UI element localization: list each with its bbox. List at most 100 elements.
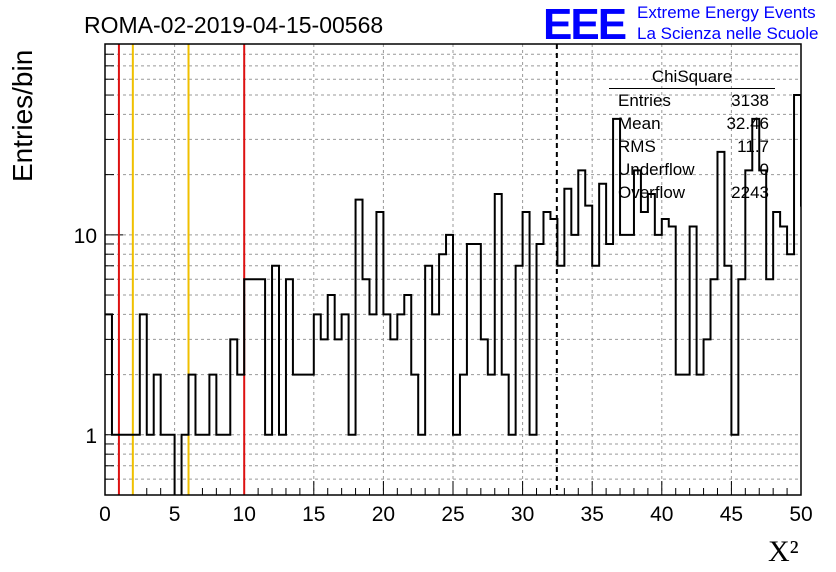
histogram-bin (690, 227, 697, 495)
histogram-bin (669, 227, 676, 495)
histogram-bin (230, 339, 237, 495)
histogram-bin (168, 435, 175, 495)
histogram-bin (481, 339, 488, 495)
histogram-bin (509, 435, 516, 495)
histogram-bin (390, 339, 397, 495)
x-tick-label: 40 (650, 503, 673, 526)
histogram-bin (787, 254, 794, 495)
histogram-outline (105, 94, 801, 495)
histogram-bin (321, 339, 328, 495)
x-tick-label: 20 (372, 503, 395, 526)
stats-box: ChiSquare Entries 3138 Mean 32.46 RMS 11… (609, 67, 775, 206)
histogram-bin (223, 435, 230, 495)
histogram-bin (356, 200, 363, 495)
stats-label: Overflow (618, 183, 686, 202)
histogram-bin (342, 314, 349, 495)
histogram-bin (759, 170, 766, 495)
histogram-bin (495, 194, 502, 495)
histogram-bin (627, 235, 634, 495)
histogram-bin (738, 279, 745, 495)
histogram-bin (411, 375, 418, 495)
histogram-bin (112, 435, 119, 495)
stats-row-entries: Entries 3138 (609, 91, 775, 114)
histogram-bin (488, 375, 495, 495)
histogram-bin (801, 206, 808, 495)
histogram-bin (697, 375, 704, 495)
histogram-bin (425, 266, 432, 495)
stats-value: 2243 (731, 183, 769, 202)
histogram-bin (272, 266, 279, 495)
histogram-bin (731, 435, 738, 495)
histogram-bin (711, 279, 718, 495)
histogram-bin (578, 170, 585, 495)
histogram-bin (704, 339, 711, 495)
histogram-bin (202, 435, 209, 495)
stats-row-rms: RMS 11.7 (609, 137, 775, 160)
histogram-bin (550, 219, 557, 495)
histogram-bin (383, 314, 390, 495)
histogram-bin (363, 279, 370, 495)
histogram-bin (808, 206, 815, 495)
x-tick-label: 10 (233, 503, 256, 526)
histogram-bin (140, 314, 147, 495)
histogram-bin (516, 266, 523, 495)
histogram-bin (307, 375, 314, 495)
stats-value: 11.7 (737, 137, 769, 156)
histogram-bin (683, 375, 690, 495)
histogram-bin (397, 314, 404, 495)
histogram-bin (606, 244, 613, 495)
histogram-bin (530, 435, 537, 495)
histogram-bin (766, 279, 773, 495)
eee-logo: EEE (543, 0, 627, 49)
histogram-bin (453, 435, 460, 495)
logo-caption-line1: Extreme Energy Events (637, 3, 816, 22)
histogram-bin (571, 235, 578, 495)
histogram-bin (216, 435, 223, 495)
histogram-bin (195, 435, 202, 495)
histogram-bin (133, 435, 140, 495)
x-tick-label: 15 (302, 503, 325, 526)
histogram-bin (537, 244, 544, 495)
histogram-bin (105, 314, 112, 495)
histogram-bin (502, 375, 509, 495)
histogram-bin (126, 435, 133, 495)
histogram-bin (258, 279, 265, 495)
histogram-bin (815, 295, 822, 495)
histogram-bin (780, 227, 787, 495)
histogram-bin (251, 279, 258, 495)
histogram-bin (676, 375, 683, 495)
stats-row-mean: Mean 32.46 (609, 114, 775, 137)
histogram-bin (349, 435, 356, 495)
x-tick-label: 50 (789, 503, 812, 526)
histogram-bin (265, 435, 272, 495)
stats-value: 32.46 (726, 114, 769, 133)
stats-label: Underflow (618, 160, 695, 179)
histogram-bin (182, 435, 189, 495)
histogram-bin (620, 235, 627, 495)
histogram-bin (335, 339, 342, 495)
logo-caption-line2: La Scienza nelle Scuole (637, 24, 819, 43)
histogram-bin (446, 235, 453, 495)
stats-label: RMS (618, 137, 656, 156)
histogram-bin (432, 314, 439, 495)
histogram-bin (237, 375, 244, 495)
histogram-bin (189, 375, 196, 495)
histogram-bin (557, 266, 564, 495)
x-tick-label: 25 (441, 503, 464, 526)
stats-label: Entries (618, 91, 671, 110)
y-tick-label: 1 (85, 425, 97, 448)
histogram-bin (773, 212, 780, 495)
plot-frame-top (104, 43, 802, 496)
histogram-bin (460, 375, 467, 495)
histogram-bin (418, 435, 425, 495)
histogram-bin (474, 244, 481, 495)
stats-label: Mean (618, 114, 661, 133)
histogram-bin (369, 314, 376, 495)
histogram-bin (467, 244, 474, 495)
histogram-bin (585, 206, 592, 495)
histogram-bin (154, 375, 161, 495)
histogram-bin (794, 95, 801, 495)
histogram-bin (161, 435, 168, 495)
x-tick-label: 30 (511, 503, 534, 526)
histogram-bin (209, 375, 216, 495)
